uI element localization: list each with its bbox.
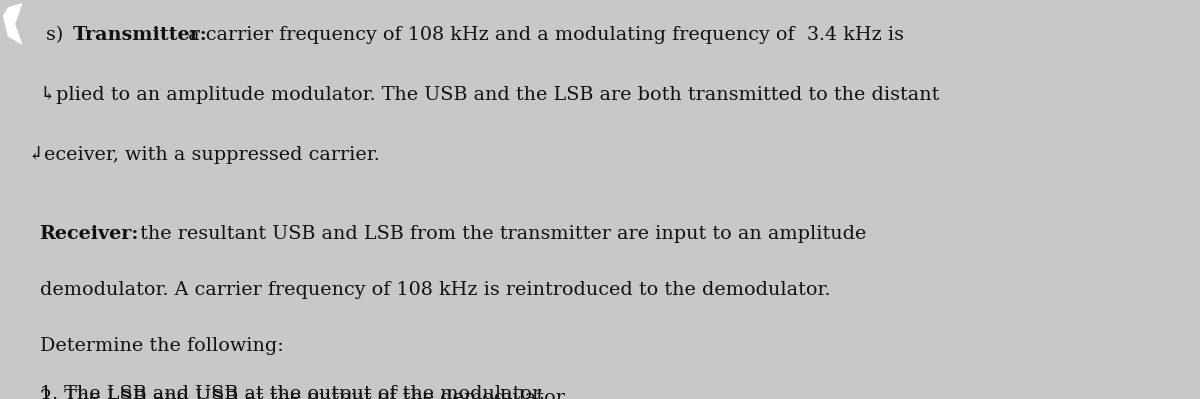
Text: s): s) [46,26,68,44]
Text: ↲eceiver, with a suppressed carrier.: ↲eceiver, with a suppressed carrier. [28,146,379,164]
Text: 2. The LSB and USB at the output of the demodulator.: 2. The LSB and USB at the output of the … [40,389,569,399]
Polygon shape [4,4,22,44]
Text: Receiver:: Receiver: [40,225,139,243]
Text: the resultant USB and LSB from the transmitter are input to an amplitude: the resultant USB and LSB from the trans… [134,225,866,243]
Text: Transmitter:: Transmitter: [73,26,208,44]
Text: ↳plied to an amplitude modulator. The USB and the LSB are both transmitted to th: ↳plied to an amplitude modulator. The US… [40,86,938,104]
Text: demodulator. A carrier frequency of 108 kHz is reintroduced to the demodulator.: demodulator. A carrier frequency of 108 … [40,281,830,299]
Text: Determine the following:: Determine the following: [40,337,283,355]
Text: 1. The LSB and USB at the output of the modulator.: 1. The LSB and USB at the output of the … [40,385,545,399]
Text: a carrier frequency of 108 kHz and a modulating frequency of  3.4 kHz is: a carrier frequency of 108 kHz and a mod… [182,26,905,44]
